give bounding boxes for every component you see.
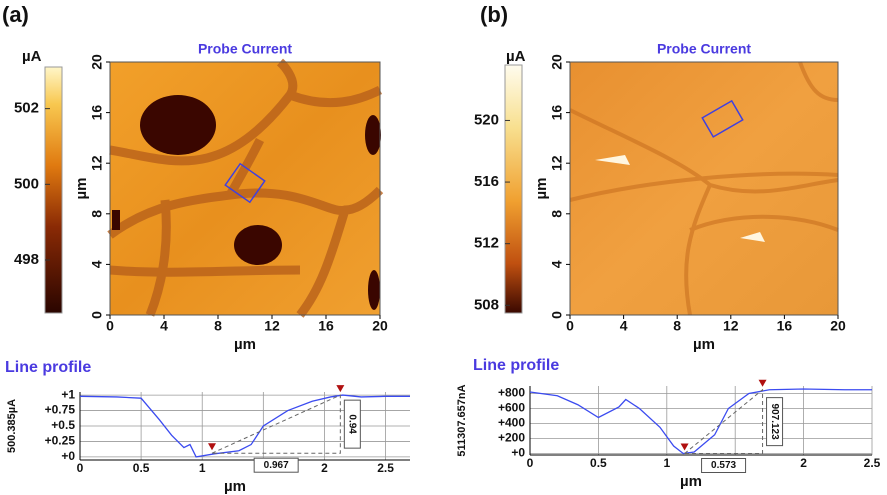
y-tick-label: 0 [549,311,565,319]
chart-title: Line profile [5,359,91,376]
y-tick-label: 4 [89,260,105,268]
y-axis-label: µm [73,178,90,200]
colorbar-tick-label: 508 [474,296,499,313]
y-tick-label: +800 [498,386,525,400]
x-tick-label: 4 [620,318,628,334]
y-tick-label: 12 [89,155,105,171]
colorbar-unit: µA [22,48,42,65]
x-tick-label: 2.5 [377,461,394,475]
x-tick-label: 12 [264,318,280,334]
x-tick-label: 20 [372,318,388,334]
x-tick-label: 16 [318,318,334,334]
y-tick-label: +0.75 [45,403,76,417]
x-tick-label: 12 [723,318,739,334]
guide-line [212,395,340,453]
panel-label: (a) [2,2,29,27]
x-tick-label: 16 [777,318,793,334]
x-tick-label: 0.5 [133,461,150,475]
x-axis-label: µm [224,478,246,495]
cursor-marker [681,444,689,451]
y-tick-label: +0 [61,449,75,463]
x-tick-label: 1 [663,456,670,470]
y-axis-label: µm [533,178,550,200]
y-axis-label: 511307.657nA [456,384,468,456]
annotation: 907.123 [769,404,780,441]
x-tick-label: 8 [214,318,222,334]
y-tick-label: +0 [511,446,525,460]
y-tick-label: 20 [549,54,565,70]
colorbar [45,67,62,313]
y-tick-label: 8 [89,210,105,218]
y-tick-label: +400 [498,416,525,430]
panel-label: (b) [480,2,508,27]
colorbar-tick-label: 516 [474,173,499,190]
x-tick-label: 2 [800,456,807,470]
x-tick-label: 0 [77,461,84,475]
y-tick-label: 12 [549,155,565,171]
x-tick-label: 0 [106,318,114,334]
colorbar-tick-label: 520 [474,111,499,128]
x-axis-label: µm [680,473,702,490]
colorbar-tick-label: 502 [14,100,39,117]
x-tick-label: 2.5 [864,456,881,470]
annotation: 0.94 [347,414,358,434]
cursor-marker [208,443,216,450]
x-tick-label: 1 [199,461,206,475]
x-tick-label: 20 [830,318,846,334]
chart-title: Line profile [473,357,559,374]
data-line [530,389,872,454]
chart-title: Probe Current [198,41,292,57]
map-image [570,62,838,315]
annotation: 0.573 [711,460,736,471]
x-axis-label: µm [693,336,715,353]
y-tick-label: +200 [498,431,525,445]
chart-title: Probe Current [657,41,751,57]
cursor-marker [759,380,767,387]
colorbar-tick-label: 500 [14,175,39,192]
colorbar [505,65,522,313]
annotation: 0.967 [264,460,289,471]
x-tick-label: 0 [566,318,574,334]
y-tick-label: +600 [498,401,525,415]
y-tick-label: +1 [61,387,75,401]
x-tick-label: 4 [160,318,168,334]
colorbar-tick-label: 512 [474,235,499,252]
x-tick-label: 8 [673,318,681,334]
x-tick-label: 2 [321,461,328,475]
guide-line [685,390,763,454]
map-image [110,62,381,315]
y-tick-label: 4 [549,260,565,268]
figure: (a)Probe Current048121620048121620µmµmµA… [0,0,887,495]
y-tick-label: 8 [549,210,565,218]
x-axis-label: µm [234,336,256,353]
colorbar-tick-label: 498 [14,251,39,268]
x-tick-label: 0.5 [590,456,607,470]
cursor-marker [336,385,344,392]
y-tick-label: 16 [89,105,105,121]
y-axis-label: 500.385µA [6,399,18,453]
y-tick-label: +0.5 [51,418,75,432]
colorbar-unit: µA [506,48,526,65]
y-tick-label: +0.25 [45,434,76,448]
y-tick-label: 0 [89,311,105,319]
x-tick-label: 0 [527,456,534,470]
y-tick-label: 16 [549,105,565,121]
y-tick-label: 20 [89,54,105,70]
